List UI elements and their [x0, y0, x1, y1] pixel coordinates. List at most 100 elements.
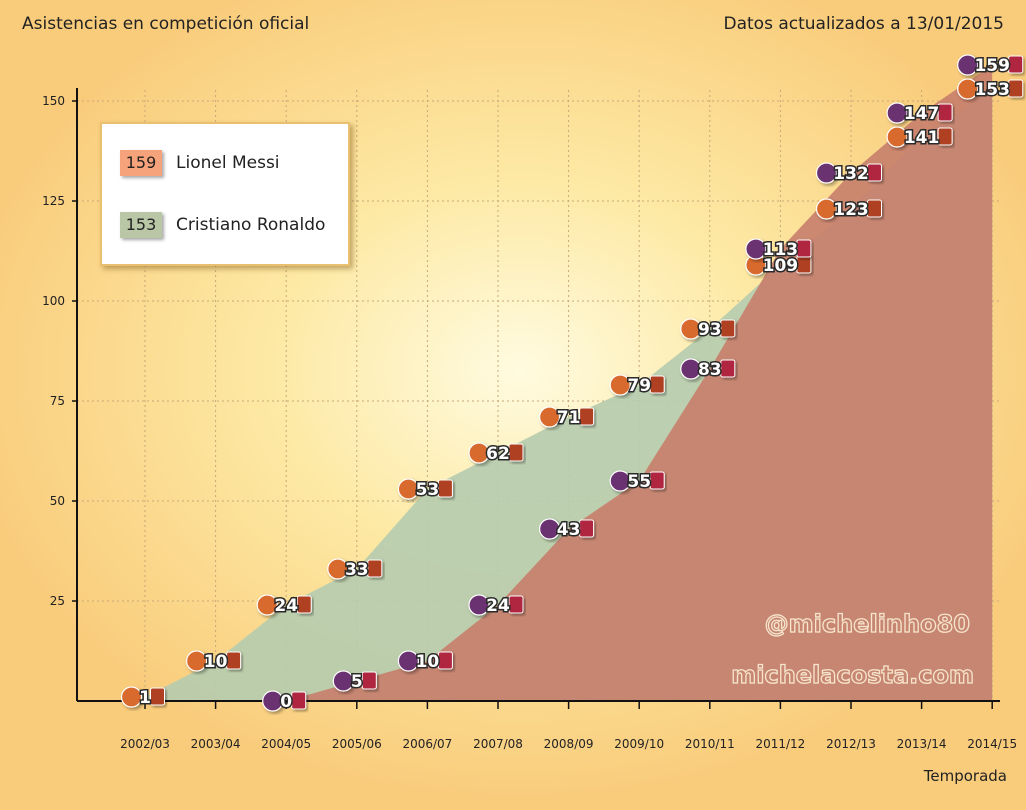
club-crest-icon — [815, 198, 838, 220]
y-tick-label: 125 — [42, 194, 65, 208]
data-point: 123 — [815, 198, 882, 222]
team-shield-icon — [579, 407, 595, 426]
x-axis-title: Temporada — [923, 767, 1007, 785]
data-point: 55 — [609, 470, 665, 494]
data-label: 62 — [486, 444, 510, 464]
data-label: 10 — [416, 652, 440, 672]
legend-item-ronaldo: 153 Cristiano Ronaldo — [120, 212, 325, 238]
legend: 159 Lionel Messi 153 Cristiano Ronaldo — [100, 122, 350, 266]
x-tick-label: 2009/10 — [614, 737, 664, 751]
data-label: 79 — [627, 376, 651, 396]
team-shield-icon — [867, 163, 882, 182]
data-label: 53 — [416, 480, 440, 500]
team-shield-icon — [720, 319, 736, 338]
team-shield-icon — [150, 687, 165, 706]
data-label: 113 — [763, 240, 799, 260]
team-shield-icon — [796, 255, 812, 274]
team-shield-icon — [296, 595, 312, 614]
team-shield-icon — [361, 671, 377, 690]
club-crest-icon — [397, 650, 419, 672]
series-area — [286, 65, 993, 701]
data-label: 123 — [833, 200, 869, 220]
x-tick-label: 2005/06 — [332, 737, 382, 751]
y-tick-label: 75 — [50, 394, 65, 408]
data-label: 1 — [139, 688, 151, 708]
x-tick-label: 2013/14 — [897, 737, 947, 751]
watermarks: @michelinho80 michelacosta.com — [731, 609, 975, 689]
data-point: 10 — [186, 650, 242, 674]
data-label: 33 — [345, 560, 369, 580]
data-point: 93 — [680, 318, 736, 342]
data-point: 5 — [332, 670, 377, 694]
data-point: 24 — [468, 594, 524, 618]
club-crest-icon — [327, 558, 349, 580]
data-point: 79 — [609, 374, 665, 398]
club-crest-icon — [538, 406, 561, 428]
data-point: 62 — [468, 442, 524, 466]
legend-item-messi: 159 Lionel Messi — [120, 150, 280, 176]
data-label: 83 — [698, 360, 722, 380]
club-crest-icon — [609, 470, 631, 492]
data-point: 33 — [327, 558, 383, 582]
data-label: 10 — [204, 652, 228, 672]
data-label: 147 — [904, 104, 940, 124]
team-shield-icon — [720, 359, 736, 378]
data-label: 24 — [486, 596, 510, 616]
team-shield-icon — [867, 199, 882, 218]
data-point: 71 — [538, 406, 595, 430]
team-shield-icon — [579, 519, 595, 538]
x-tick-label: 2007/08 — [473, 737, 523, 751]
team-shield-icon — [291, 691, 307, 710]
data-point: 109 — [745, 254, 812, 278]
data-point: 1 — [120, 686, 165, 710]
data-point: 159 — [957, 54, 1024, 78]
x-tick-label: 2003/04 — [191, 737, 241, 751]
x-tick-label: 2002/03 — [120, 737, 170, 751]
data-label: 159 — [974, 56, 1010, 76]
legend-label-ronaldo: Cristiano Ronaldo — [176, 215, 326, 235]
data-label: 5 — [351, 672, 363, 692]
data-point: 153 — [957, 78, 1024, 102]
club-crest-icon — [538, 518, 561, 540]
legend-label-messi: Lionel Messi — [176, 153, 280, 173]
legend-value-ronaldo: 153 — [120, 212, 162, 238]
y-tick-label: 25 — [50, 594, 65, 608]
data-label: 55 — [627, 472, 651, 492]
data-point: 132 — [815, 162, 882, 186]
x-tick-label: 2008/09 — [544, 737, 594, 751]
watermark-handle: @michelinho80 — [765, 610, 970, 638]
data-point: 147 — [886, 102, 953, 126]
x-tick-label: 2012/13 — [826, 737, 876, 751]
data-label: 24 — [274, 596, 298, 616]
team-shield-icon — [649, 471, 665, 490]
club-crest-icon — [120, 686, 143, 708]
team-shield-icon — [508, 443, 524, 462]
data-point: 10 — [397, 650, 453, 674]
data-label: 43 — [557, 520, 581, 540]
data-point: 113 — [745, 238, 812, 262]
data-label: 71 — [557, 408, 581, 428]
y-tick-label: 150 — [42, 94, 65, 108]
team-shield-icon — [367, 559, 383, 578]
team-shield-icon — [437, 651, 453, 670]
team-shield-icon — [796, 239, 812, 258]
data-label: 153 — [974, 80, 1010, 100]
data-label: 109 — [763, 256, 799, 276]
club-crest-icon — [886, 102, 908, 124]
x-tick-label: 2014/15 — [967, 737, 1017, 751]
club-crest-icon — [745, 238, 767, 260]
data-point: 141 — [886, 126, 953, 150]
data-point: 0 — [262, 690, 307, 714]
team-shield-icon — [937, 127, 953, 146]
data-label: 0 — [280, 692, 292, 712]
club-crest-icon — [680, 318, 702, 340]
data-point: 43 — [538, 518, 595, 542]
team-shield-icon — [649, 375, 665, 394]
areas — [145, 65, 993, 701]
club-crest-icon — [186, 650, 208, 672]
team-shield-icon — [1008, 79, 1024, 98]
x-tick-label: 2006/07 — [402, 737, 452, 751]
team-shield-icon — [437, 479, 453, 498]
